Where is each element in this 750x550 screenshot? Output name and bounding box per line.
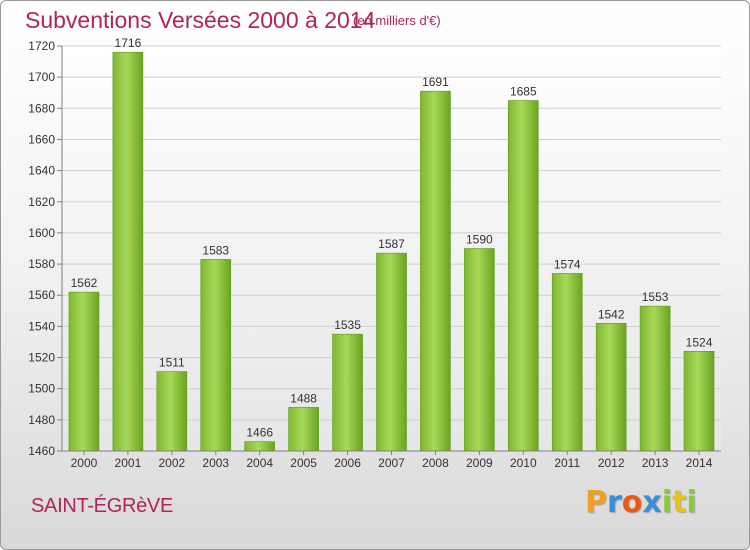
data-label: 1583: [202, 243, 229, 257]
y-tick-label: 1520: [28, 351, 55, 365]
x-tick-label: 2005: [290, 456, 317, 470]
y-tick-label: 1560: [28, 288, 55, 302]
data-label: 1542: [598, 307, 625, 321]
y-tick-label: 1460: [28, 444, 55, 458]
logo-letter: P: [585, 485, 607, 520]
place-name: SAINT-ÉGRèVE: [31, 495, 173, 517]
y-tick-label: 1620: [28, 195, 55, 209]
data-label: 1574: [554, 257, 581, 271]
x-tick-label: 2014: [686, 456, 713, 470]
bar-2010: [507, 100, 539, 452]
bar-2012: [595, 322, 627, 452]
bar-2007: [376, 252, 407, 452]
y-tick-label: 1640: [28, 164, 55, 178]
bar-2002: [156, 371, 188, 452]
x-tick-label: 2004: [246, 456, 273, 470]
data-label: 1685: [510, 85, 537, 99]
bar-2001: [112, 51, 144, 452]
chart-subtitle: (en milliers d'€): [353, 13, 441, 28]
logo-letter: i: [686, 485, 697, 520]
x-tick-label: 2012: [598, 456, 625, 470]
data-label: 1562: [71, 276, 98, 290]
logo-letter: t: [672, 485, 687, 520]
y-tick-label: 1700: [28, 70, 55, 84]
bar-2003: [200, 259, 232, 452]
bar-2014: [683, 351, 715, 452]
data-label: 1466: [246, 426, 273, 440]
data-label: 1691: [422, 75, 449, 89]
x-tick-label: 2006: [334, 456, 361, 470]
bar-2008: [420, 90, 451, 452]
x-tick-label: 2000: [71, 456, 98, 470]
data-label: 1716: [115, 36, 142, 50]
x-tick-label: 2009: [466, 456, 493, 470]
x-tick-label: 2002: [158, 456, 185, 470]
bar-2005: [288, 407, 319, 452]
x-tick-label: 2007: [378, 456, 405, 470]
bar-2004: [244, 441, 275, 452]
logo-letter: o: [621, 485, 643, 520]
data-label: 1590: [466, 233, 493, 247]
data-label: 1553: [642, 290, 669, 304]
x-tick-label: 2011: [554, 456, 580, 470]
bar-2009: [464, 248, 495, 452]
y-tick-label: 1660: [28, 132, 55, 146]
x-tick-label: 2003: [202, 456, 229, 470]
y-tick-label: 1480: [28, 413, 55, 427]
x-tick-label: 2013: [642, 456, 669, 470]
data-label: 1511: [159, 356, 185, 370]
x-tick-label: 2010: [510, 456, 537, 470]
x-tick-label: 2008: [422, 456, 449, 470]
bar-2011: [551, 273, 583, 452]
bar-2013: [639, 305, 671, 452]
y-tick-label: 1720: [28, 39, 55, 53]
logo-letter: r: [607, 485, 622, 520]
y-tick-label: 1580: [28, 257, 55, 271]
y-tick-label: 1680: [28, 101, 55, 115]
data-label: 1535: [334, 318, 361, 332]
x-tick-label: 2001: [115, 456, 142, 470]
y-tick-label: 1500: [28, 382, 55, 396]
proxiti-logo: Proxiti: [585, 485, 697, 520]
data-label: 1587: [378, 237, 405, 251]
logo-letter: i: [661, 485, 673, 520]
logo-letter: x: [642, 485, 662, 520]
y-tick-label: 1540: [28, 319, 55, 333]
data-label: 1524: [686, 335, 713, 349]
y-tick-label: 1600: [28, 226, 55, 240]
data-label: 1488: [290, 391, 317, 405]
bar-2000: [68, 291, 100, 452]
chart-title: Subventions Versées 2000 à 2014: [25, 7, 376, 33]
bar-2006: [332, 333, 363, 452]
